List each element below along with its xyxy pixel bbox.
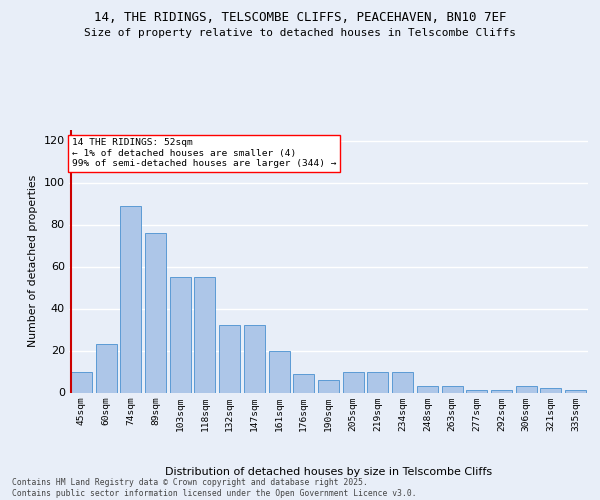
Bar <box>343 372 364 392</box>
Bar <box>466 390 487 392</box>
Bar <box>95 344 116 393</box>
Bar <box>244 326 265 392</box>
Bar <box>367 372 388 392</box>
Bar <box>442 386 463 392</box>
Bar <box>491 390 512 392</box>
Bar <box>71 372 92 392</box>
Bar <box>541 388 562 392</box>
Bar <box>194 277 215 392</box>
Bar <box>293 374 314 392</box>
Bar <box>219 326 240 392</box>
Text: 14 THE RIDINGS: 52sqm
← 1% of detached houses are smaller (4)
99% of semi-detach: 14 THE RIDINGS: 52sqm ← 1% of detached h… <box>72 138 337 168</box>
Bar <box>392 372 413 392</box>
Bar <box>145 233 166 392</box>
Text: Contains HM Land Registry data © Crown copyright and database right 2025.
Contai: Contains HM Land Registry data © Crown c… <box>12 478 416 498</box>
Bar <box>269 350 290 393</box>
X-axis label: Distribution of detached houses by size in Telscombe Cliffs: Distribution of detached houses by size … <box>165 468 492 477</box>
Bar <box>170 277 191 392</box>
Text: 14, THE RIDINGS, TELSCOMBE CLIFFS, PEACEHAVEN, BN10 7EF: 14, THE RIDINGS, TELSCOMBE CLIFFS, PEACE… <box>94 11 506 24</box>
Text: Size of property relative to detached houses in Telscombe Cliffs: Size of property relative to detached ho… <box>84 28 516 38</box>
Bar <box>565 390 586 392</box>
Bar <box>120 206 141 392</box>
Bar <box>318 380 339 392</box>
Bar <box>417 386 438 392</box>
Bar <box>516 386 537 392</box>
Y-axis label: Number of detached properties: Number of detached properties <box>28 175 38 348</box>
